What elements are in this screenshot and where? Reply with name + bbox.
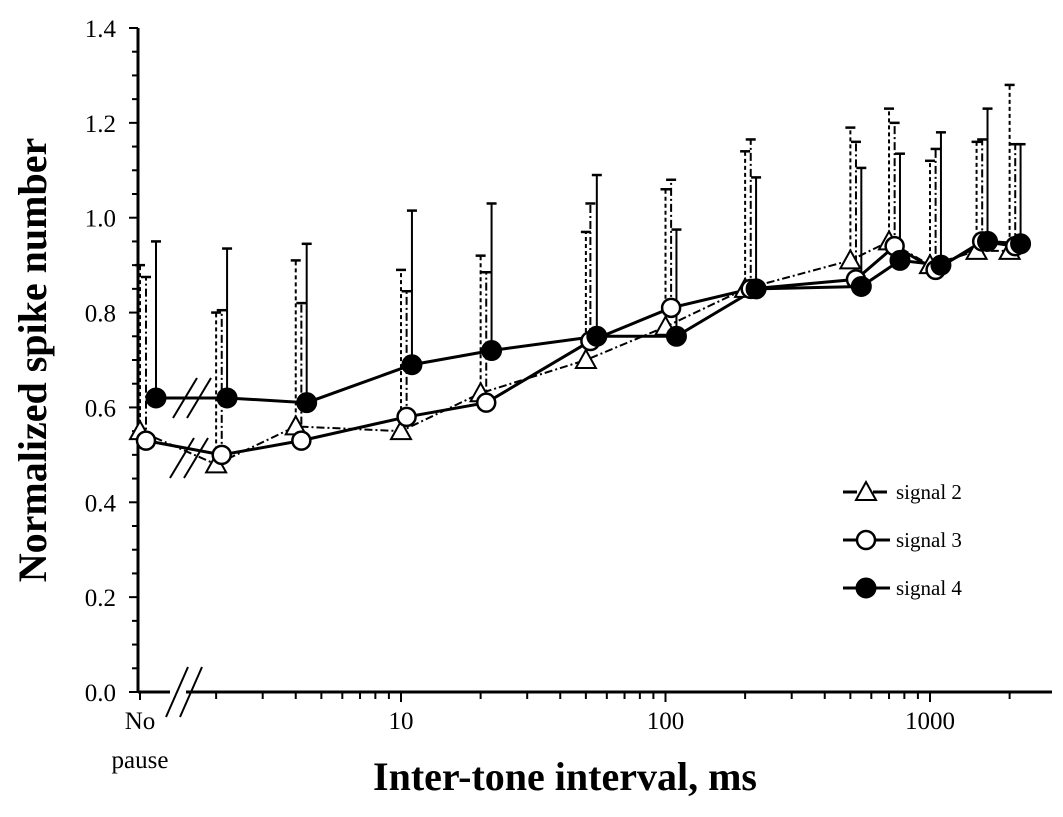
y-tick-label: 0.4	[85, 490, 117, 517]
y-axis-title: Normalized spike number	[10, 138, 55, 582]
data-point-signal-3	[475, 392, 497, 413]
data-point-signal-4	[481, 340, 503, 362]
x-tick-label: 10	[389, 708, 414, 735]
x-tick-label: 1000	[905, 708, 955, 735]
legend: signal 2 signal 3 signal 4	[843, 479, 962, 600]
data-point-signal-4	[850, 275, 872, 297]
y-tick-label: 1.2	[85, 111, 116, 138]
data-point-signal-3	[135, 430, 157, 451]
y-tick-label: 0.6	[85, 395, 116, 422]
data-point-signal-4	[745, 278, 767, 300]
legend-marker-signal-3	[855, 529, 877, 551]
x-axis-title: Inter-tone interval, ms	[373, 754, 757, 799]
axis-break-mark	[165, 666, 189, 718]
legend-label-signal-3: signal 3	[896, 528, 962, 552]
y-tick-label: 0.8	[85, 301, 116, 328]
legend-label-signal-2: signal 2	[896, 480, 962, 504]
data-point-signal-3	[396, 406, 417, 428]
data-point-signal-4	[586, 325, 608, 347]
data-point-signal-4	[889, 249, 911, 271]
series-lines	[139, 239, 1021, 466]
legend-marker-signal-4	[855, 577, 877, 599]
data-point-signal-4	[977, 230, 999, 252]
x-tick-label-no-pause: pause	[112, 747, 169, 774]
data-point-signal-4	[296, 392, 318, 414]
data-point-signal-4	[216, 387, 238, 409]
axis-break-mark	[179, 666, 203, 718]
data-point-signal-2	[389, 419, 413, 441]
data-point-signal-3	[211, 444, 232, 466]
axes: 0.0 0.2 0.4 0.6 0.8 1.0 1.2 1.4 10 100 1000 No pause	[85, 16, 1052, 774]
data-point-signal-4	[930, 254, 952, 276]
x-tick-label-no-pause: No	[125, 708, 156, 735]
data-point-signal-3	[291, 430, 312, 451]
data-point-signal-2	[838, 248, 863, 270]
legend-label-signal-4: signal 4	[896, 576, 962, 600]
data-point-signal-4	[665, 325, 687, 347]
error-bars	[135, 83, 1026, 465]
series-line-signal-3	[145, 239, 1016, 457]
y-tick-label: 0.0	[85, 680, 116, 707]
data-point-signal-4	[401, 354, 423, 376]
y-tick-label: 1.0	[85, 206, 116, 233]
data-point-signal-2	[574, 347, 598, 369]
data-point-signal-4	[1010, 233, 1032, 255]
data-point-signal-4	[145, 387, 167, 409]
series-break-mark	[183, 437, 209, 479]
x-tick-label: 100	[647, 708, 685, 735]
data-point-signal-3	[660, 297, 682, 319]
legend-marker-signal-2	[854, 479, 878, 501]
y-tick-label: 1.4	[85, 16, 117, 43]
y-tick-label: 0.2	[85, 585, 116, 612]
series-break-mark	[169, 437, 195, 479]
data-points	[128, 229, 1032, 474]
